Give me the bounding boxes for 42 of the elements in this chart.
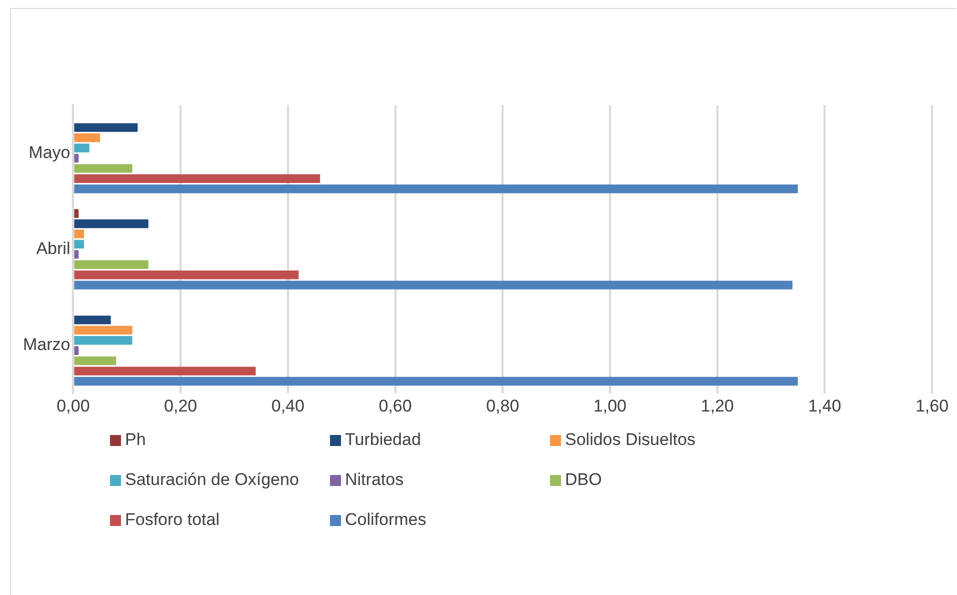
legend-label: DBO	[565, 470, 602, 490]
x-tick-label: 0,20	[164, 396, 198, 416]
bar	[74, 280, 792, 290]
legend-label: Ph	[125, 430, 146, 450]
bar	[74, 123, 138, 132]
bar	[74, 376, 798, 386]
legend-label: Turbiedad	[345, 430, 421, 450]
bar	[74, 336, 132, 345]
legend-label: Nitratos	[345, 470, 404, 490]
x-tick-label: 0,80	[486, 396, 520, 416]
x-tick-label: 0,60	[378, 396, 412, 416]
x-tick-label: 0,40	[271, 396, 304, 416]
legend-label: Solidos Disueltos	[565, 430, 696, 450]
bar	[74, 133, 100, 142]
y-tick-label: Marzo	[22, 335, 70, 354]
bar	[74, 326, 132, 335]
bar	[74, 260, 148, 269]
x-tick-label: 1,60	[915, 396, 949, 416]
bar	[74, 240, 84, 249]
bar	[74, 230, 84, 238]
x-tick-label: 0,00	[56, 396, 90, 416]
bar	[74, 366, 256, 376]
y-tick-label: Mayo	[28, 142, 70, 162]
bar	[74, 144, 90, 152]
bar	[74, 250, 79, 259]
bar	[74, 219, 148, 228]
legend-label: Saturación de Oxígeno	[125, 470, 299, 490]
bar	[74, 316, 111, 324]
bar	[74, 209, 79, 218]
bar	[74, 356, 116, 366]
bar	[74, 184, 798, 194]
bar	[74, 270, 299, 280]
y-tick-label: Abril	[36, 238, 70, 258]
legend-label: Coliformes	[345, 510, 426, 530]
x-tick-label: 1,20	[700, 396, 734, 416]
bar	[74, 346, 79, 355]
bar	[74, 164, 132, 173]
bar	[74, 154, 79, 163]
x-tick-label: 1,00	[593, 396, 627, 416]
bar	[74, 174, 320, 183]
legend-label: Fosforo total	[125, 510, 220, 530]
x-tick-label: 1,40	[808, 396, 842, 416]
